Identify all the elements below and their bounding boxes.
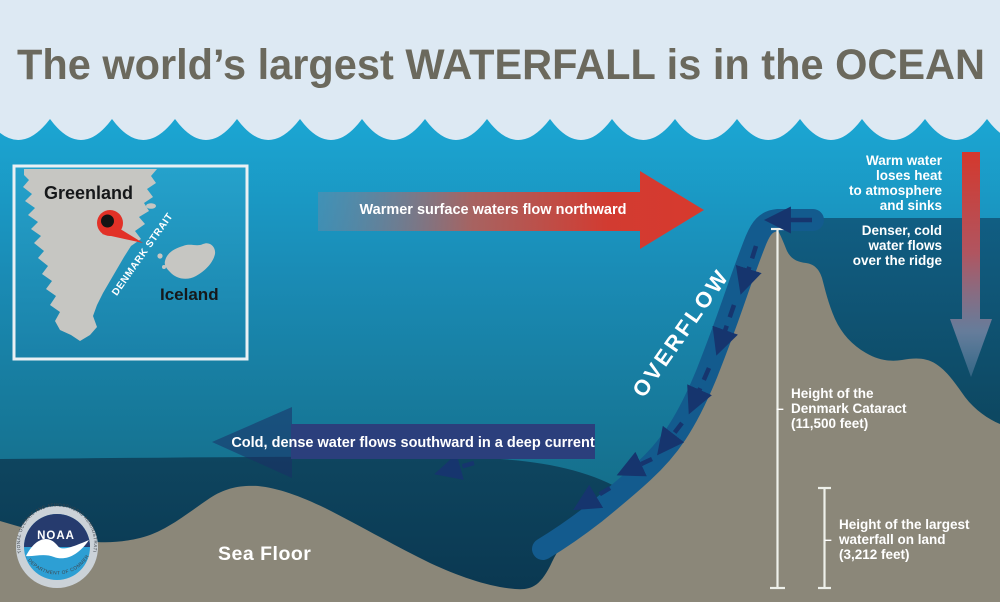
sinking-water-arrow <box>950 152 992 377</box>
dense-cold-line: over the ridge <box>853 253 943 268</box>
land-waterfall-line: waterfall on land <box>838 532 946 547</box>
flow-arrow-2 <box>712 304 738 356</box>
sea-floor-ridge <box>0 227 1000 602</box>
iceland-landmass <box>164 243 216 279</box>
warm-water-annotation: Warm water loses heat to atmosphere and … <box>849 153 943 213</box>
flow-arrow-4 <box>657 421 685 456</box>
page-title: The world’s largest WATERFALL is in the … <box>17 41 985 89</box>
iceland-islet <box>162 265 166 269</box>
deep-arrow-body <box>291 424 595 459</box>
cataract-line: (11,500 feet) <box>791 416 868 431</box>
deep-arrow-head <box>212 407 292 478</box>
sea-floor-label: Sea Floor <box>218 543 311 565</box>
surface-arrow-label: Warmer surface waters flow northward <box>360 202 627 218</box>
dense-cold-line: water flows <box>867 238 942 253</box>
dense-cold-annotation: Denser, cold water flows over the ridge <box>853 223 943 268</box>
land-waterfall-line: Height of the largest <box>839 517 970 532</box>
tick-dash: – <box>776 401 784 416</box>
warm-water-line: Warm water <box>866 153 943 168</box>
flow-arrow-3 <box>687 367 712 415</box>
dense-cold-line: Denser, cold <box>862 223 942 238</box>
surface-arrow-shape <box>318 171 704 249</box>
flow-arrow-1 <box>735 245 762 295</box>
warm-water-line: loses heat <box>876 168 943 183</box>
cataract-height-annotation: – Height of the Denmark Cataract (11,500… <box>776 386 907 431</box>
land-waterfall-measure-line <box>818 486 831 590</box>
cataract-line: Height of the <box>791 386 874 401</box>
map-pin-icon <box>97 210 143 243</box>
greenland-label: Greenland <box>44 183 133 203</box>
land-waterfall-annotation: – Height of the largest waterfall on lan… <box>824 517 970 562</box>
deep-arrow-label: Cold, dense water flows southward in a d… <box>231 435 595 451</box>
location-map-inset: Greenland Iceland DENMARK STRAIT <box>12 164 249 361</box>
warm-water-line: to atmosphere <box>849 183 943 198</box>
tick-dash: – <box>824 532 832 547</box>
logo-sky-half <box>24 514 90 547</box>
deep-current-arrow: Cold, dense water flows southward in a d… <box>212 407 595 478</box>
cataract-line: Denmark Cataract <box>791 401 907 416</box>
seagull-icon <box>26 538 89 559</box>
surface-current-arrow: Warmer surface waters flow northward <box>318 171 704 249</box>
overflow-flow-arrows <box>434 206 812 511</box>
warm-water-line: and sinks <box>880 198 942 213</box>
iceland-label: Iceland <box>160 285 219 304</box>
greenland-islet <box>146 203 156 209</box>
noaa-wordmark: NOAA <box>37 530 75 542</box>
flow-arrow-7 <box>434 453 475 480</box>
flow-arrow-6 <box>573 484 612 511</box>
greenland-landmass <box>23 169 157 341</box>
iceland-islet <box>157 253 163 259</box>
flow-arrow-5 <box>616 451 653 477</box>
land-waterfall-line: (3,212 feet) <box>839 547 910 562</box>
